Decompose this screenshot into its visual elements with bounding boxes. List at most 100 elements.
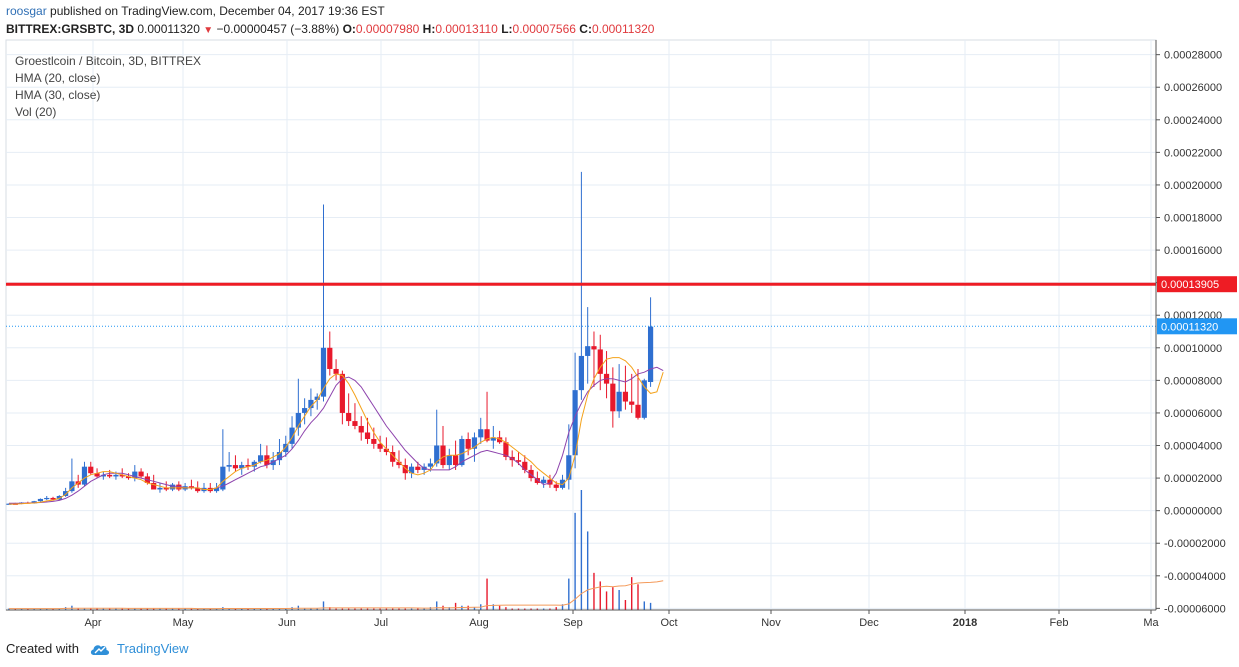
candle-body: [390, 452, 396, 462]
tradingview-link[interactable]: TradingView: [117, 641, 189, 656]
y-tick-label: 0.00004000: [1164, 441, 1222, 453]
candle-body: [132, 471, 138, 479]
candle-body: [289, 427, 295, 444]
candle-body: [314, 396, 320, 400]
x-tick-label: Nov: [761, 617, 781, 629]
candle-body: [276, 452, 283, 461]
candle-body: [503, 442, 509, 457]
candle-body: [163, 487, 169, 490]
hma30-line: [9, 366, 664, 504]
symbol-info-bar: BITTREX:GRSBTC, 3D 0.00011320 ▼ −0.00000…: [6, 22, 654, 36]
candle-body: [37, 498, 44, 502]
y-tick-label: 0.00008000: [1164, 375, 1222, 387]
y-tick-label: 0.00006000: [1164, 408, 1222, 420]
volume-moving-average-line: [9, 580, 664, 610]
candle-body: [371, 439, 377, 444]
y-tick-label: -0.00002000: [1164, 538, 1226, 550]
candle-body: [484, 429, 490, 441]
open-value: 0.00007980: [355, 22, 420, 36]
candle-body: [169, 484, 176, 490]
candle-body: [157, 487, 163, 490]
candle-body: [478, 429, 484, 438]
candle-body: [308, 399, 314, 409]
candle-body: [302, 408, 308, 413]
x-tick-label: Apr: [84, 617, 101, 629]
candle-body: [195, 487, 201, 492]
candle-body: [364, 432, 371, 439]
candle-body: [6, 503, 12, 505]
candle-body: [647, 326, 654, 382]
candle-body: [232, 465, 239, 469]
symbol-label: BITTREX:GRSBTC, 3D: [6, 22, 135, 36]
candle-body: [100, 474, 106, 477]
volume-bars: [8, 490, 652, 610]
y-tick-label: 0.00026000: [1164, 82, 1222, 94]
candle-body: [125, 476, 132, 479]
legend-hma20[interactable]: HMA (20, close): [15, 71, 101, 85]
close-value: 0.00011320: [591, 22, 655, 36]
candle-body: [522, 461, 528, 470]
candle-body: [597, 349, 603, 374]
author-link[interactable]: roosgar: [6, 4, 47, 18]
candle-body: [459, 439, 465, 466]
low-label: L:: [501, 22, 513, 36]
candle-body: [327, 347, 333, 369]
candle-body: [585, 346, 591, 356]
publish-info: roosgar published on TradingView.com, De…: [6, 4, 385, 18]
y-tick-label: 0.00002000: [1164, 473, 1222, 485]
y-tick-label: 0.00028000: [1164, 50, 1222, 62]
hline-price-label: 0.00013905: [1161, 279, 1219, 291]
x-tick-label: Sep: [563, 617, 583, 629]
candle-body: [176, 484, 182, 490]
legend-vol[interactable]: Vol (20): [15, 105, 57, 119]
candle-body: [44, 497, 50, 500]
candle-body: [213, 487, 220, 492]
high-value: 0.00013110: [435, 22, 498, 36]
y-tick-label: -0.00004000: [1164, 571, 1226, 583]
candle-body: [339, 373, 345, 413]
candle-body: [415, 466, 421, 470]
candle-body: [107, 474, 113, 477]
footer-attribution: Created with TradingView: [6, 641, 189, 656]
candle-body: [358, 425, 364, 433]
candle-body: [69, 481, 75, 492]
candle-body: [346, 412, 352, 422]
candle-body: [497, 437, 503, 443]
candle-body: [50, 497, 56, 500]
candle-body: [283, 443, 289, 453]
candle-body: [396, 461, 402, 466]
x-tick-label: Aug: [469, 617, 489, 629]
candle-body: [578, 355, 584, 391]
candle-body: [402, 465, 408, 474]
candle-body: [591, 346, 597, 350]
legend-hma30[interactable]: HMA (30, close): [15, 88, 101, 102]
y-tick-label: 0.00022000: [1164, 147, 1222, 159]
candle-body: [629, 401, 635, 405]
price-axis[interactable]: 0.00028000 0.00026000 0.00024000 0.00022000…: [1155, 40, 1237, 615]
y-tick-label: 0.00016000: [1164, 245, 1222, 257]
low-value: 0.00007566: [512, 22, 576, 36]
close-label: C:: [579, 22, 592, 36]
candle-body: [572, 390, 578, 456]
tradingview-cloud-icon: [90, 645, 109, 655]
y-tick-label: -0.00006000: [1164, 603, 1226, 615]
candle-body: [440, 445, 446, 466]
down-triangle-icon: ▼: [203, 25, 214, 36]
open-label: O:: [342, 22, 356, 36]
time-axis[interactable]: Apr May Jun Jul Aug Sep Oct Nov Dec 2018 Feb Ma: [6, 609, 1160, 629]
candle-body: [138, 471, 144, 477]
candle-body: [320, 347, 327, 397]
candle-body: [566, 455, 572, 480]
candle-body: [245, 465, 251, 467]
legend-title[interactable]: Groestlcoin / Bitcoin, 3D, BITTREX: [15, 54, 202, 68]
candle-body: [610, 383, 616, 412]
price-change: −0.00000457 (−3.88%): [216, 22, 340, 36]
candle-body: [641, 380, 647, 418]
candles: [6, 171, 654, 505]
x-tick-label: Jul: [374, 617, 388, 629]
candle-body: [427, 463, 434, 467]
candle-body: [226, 465, 232, 467]
candle-body: [490, 437, 496, 441]
candle-body: [63, 491, 69, 496]
